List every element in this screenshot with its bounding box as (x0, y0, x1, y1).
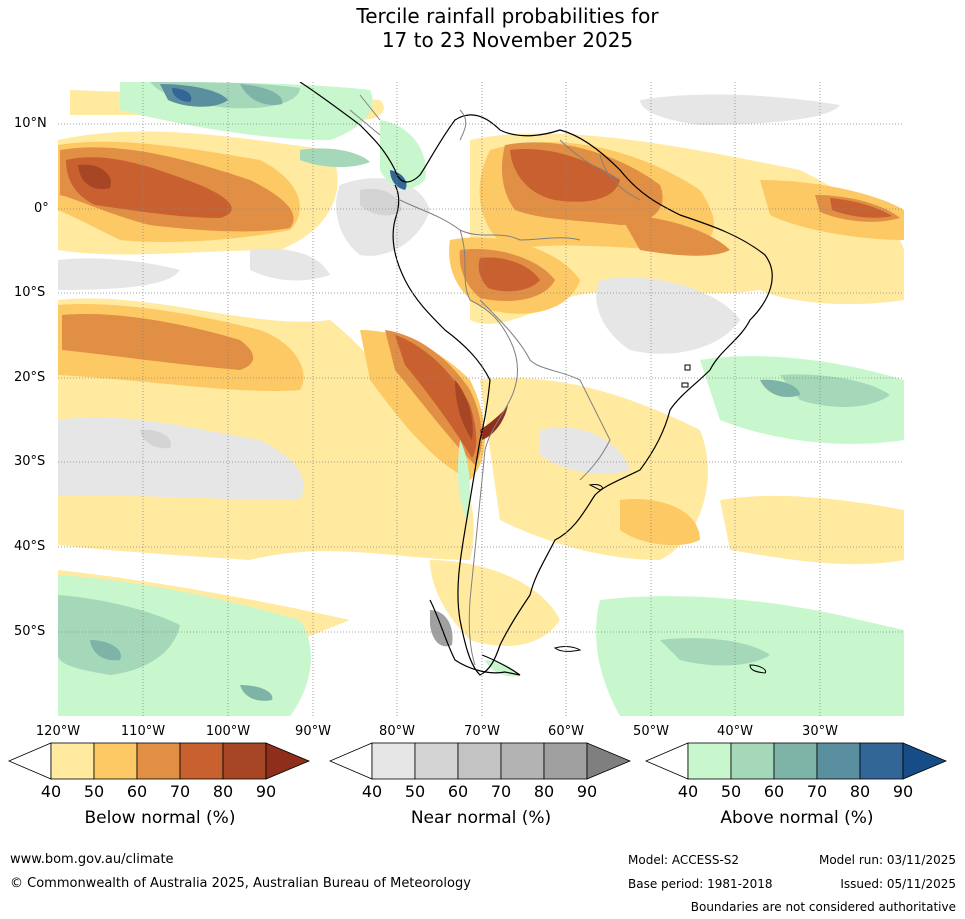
below-colorbar-segment (93, 742, 138, 780)
graticule (58, 82, 904, 716)
lon-label-70w: 70°W (464, 724, 500, 739)
below-colorbar-segment (179, 742, 224, 780)
country-borders (349, 94, 641, 666)
lat-label-50s: 50°S (14, 624, 46, 639)
below-colorbar-tick: 60 (126, 782, 148, 801)
above-colorbar-tick: 70 (806, 782, 828, 801)
above-colorbar-max-triangle (902, 742, 948, 780)
below-colorbar-tick: 50 (83, 782, 105, 801)
lon-label-60w: 60°W (548, 724, 584, 739)
below-colorbar-tick: 90 (255, 782, 277, 801)
near-colorbar-tick: 60 (447, 782, 469, 801)
lat-label-30s: 30°S (14, 454, 46, 469)
map-title-line1: Tercile rainfall probabilities for (356, 4, 659, 28)
lat-label-40s: 40°S (14, 539, 46, 554)
above-colorbar-tick: 50 (720, 782, 742, 801)
base-period-text: Base period: 1981-2018 (628, 877, 773, 891)
near-colorbar-tick: 90 (576, 782, 598, 801)
below-colorbar-tick: 80 (212, 782, 234, 801)
lat-label-20s: 20°S (14, 370, 46, 385)
above-colorbar-segment (859, 742, 904, 780)
boundaries-note: Boundaries are not considered authoritat… (690, 900, 956, 914)
above-colorbar-tick: 40 (677, 782, 699, 801)
lon-label-50w: 50°W (633, 724, 669, 739)
above-colorbar-segment (816, 742, 861, 780)
near-colorbar-segment (543, 742, 588, 780)
lat-label-0: 0° (34, 201, 49, 216)
below-colorbar-tick: 70 (169, 782, 191, 801)
near-colorbar-tick: 50 (404, 782, 426, 801)
below-colorbar-min-triangle (8, 742, 52, 780)
model-run-text: Model run: 03/11/2025 (818, 853, 956, 867)
lon-label-100w: 100°W (205, 724, 251, 739)
above-normal-colorbar (645, 742, 948, 780)
below-colorbar-segment (136, 742, 181, 780)
near-colorbar-tick: 40 (361, 782, 383, 801)
near-colorbar-segment (371, 742, 416, 780)
below-normal-label: Below normal (%) (84, 808, 236, 828)
above-colorbar-tick: 60 (763, 782, 785, 801)
coastlines (299, 82, 773, 676)
copyright-text: © Commonwealth of Australia 2025, Austra… (10, 876, 471, 891)
map-title-line2: 17 to 23 November 2025 (381, 28, 634, 52)
near-colorbar-min-triangle (329, 742, 373, 780)
near-normal-regions (58, 94, 840, 647)
website-link[interactable]: www.bom.gov.au/climate (10, 852, 174, 867)
lat-label-10s: 10°S (14, 285, 46, 300)
above-colorbar-segment (773, 742, 818, 780)
above-colorbar-segment (687, 742, 732, 780)
lon-label-30w: 30°W (802, 724, 838, 739)
above-colorbar-min-triangle (645, 742, 689, 780)
above-colorbar-tick: 90 (892, 782, 914, 801)
below-colorbar-segment (222, 742, 267, 780)
lon-label-90w: 90°W (295, 724, 331, 739)
near-colorbar-segment (457, 742, 502, 780)
below-colorbar-tick: 40 (40, 782, 62, 801)
lon-label-40w: 40°W (717, 724, 753, 739)
below-normal-colorbar (8, 742, 311, 780)
near-colorbar-tick: 70 (490, 782, 512, 801)
islands (553, 364, 767, 674)
near-colorbar-tick: 80 (533, 782, 555, 801)
near-colorbar-max-triangle (586, 742, 632, 780)
lon-label-80w: 80°W (379, 724, 415, 739)
above-colorbar-tick: 80 (849, 782, 871, 801)
near-colorbar-segment (414, 742, 459, 780)
lat-label-10n: 10°N (14, 116, 47, 131)
issued-text: Issued: 05/11/2025 (840, 877, 956, 891)
above-colorbar-segment (730, 742, 775, 780)
near-normal-label: Near normal (%) (410, 808, 552, 828)
above-normal-label: Above normal (%) (720, 808, 874, 828)
below-colorbar-max-triangle (265, 742, 311, 780)
lon-label-120w: 120°W (35, 724, 81, 739)
near-normal-colorbar (329, 742, 632, 780)
map-title: Tercile rainfall probabilities for 17 to… (0, 4, 965, 52)
below-colorbar-segment (50, 742, 95, 780)
model-text: Model: ACCESS-S2 (628, 853, 740, 867)
lon-label-110w: 110°W (120, 724, 166, 739)
near-colorbar-segment (500, 742, 545, 780)
